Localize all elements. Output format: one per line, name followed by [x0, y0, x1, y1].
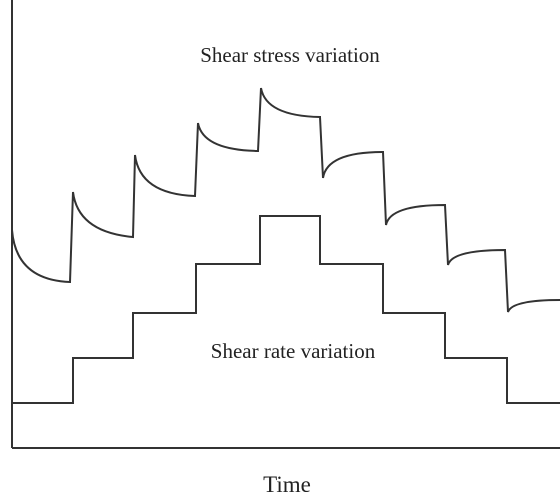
- rate-label: Shear rate variation: [211, 339, 376, 363]
- shear-rate-curve: [12, 215, 560, 404]
- shear-stress-curve: [11, 87, 560, 313]
- stress-label: Shear stress variation: [200, 43, 380, 67]
- x-axis-label: Time: [263, 472, 311, 497]
